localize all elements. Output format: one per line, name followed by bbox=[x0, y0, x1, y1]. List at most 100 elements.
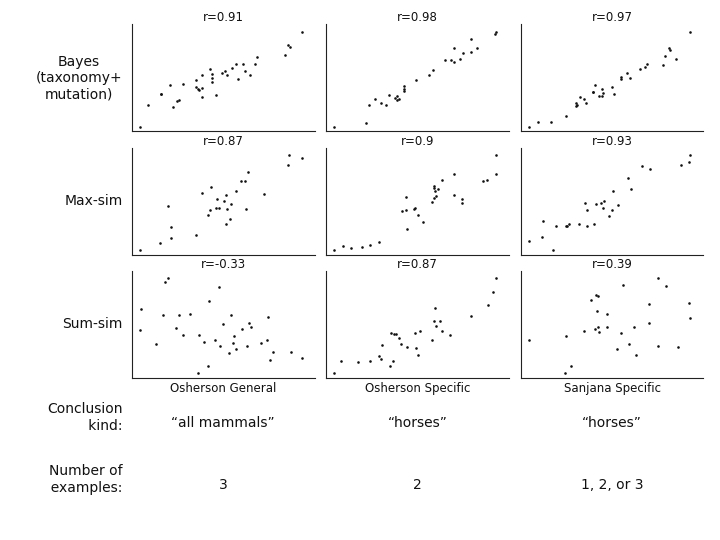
Point bbox=[644, 300, 655, 308]
Point bbox=[166, 222, 177, 231]
Point bbox=[615, 73, 626, 82]
Point bbox=[142, 101, 153, 110]
Point bbox=[190, 231, 202, 240]
Point bbox=[158, 311, 169, 320]
Point bbox=[239, 177, 251, 186]
Point bbox=[177, 79, 189, 88]
Point bbox=[241, 342, 253, 350]
Point bbox=[400, 206, 412, 215]
Point bbox=[563, 220, 575, 229]
Point bbox=[570, 102, 582, 111]
Point bbox=[283, 151, 294, 159]
Point bbox=[601, 322, 613, 331]
Point bbox=[590, 81, 601, 90]
Point bbox=[683, 157, 695, 166]
Point bbox=[198, 338, 210, 347]
Point bbox=[566, 362, 577, 370]
Point bbox=[578, 95, 590, 104]
Point bbox=[244, 70, 256, 79]
Point bbox=[155, 90, 166, 98]
Point bbox=[536, 233, 548, 242]
Text: Conclusion
      kind:: Conclusion kind: bbox=[47, 402, 122, 433]
Point bbox=[490, 151, 502, 159]
Point bbox=[454, 55, 466, 64]
Point bbox=[439, 56, 451, 64]
Point bbox=[220, 220, 231, 228]
Point bbox=[430, 192, 441, 200]
Point bbox=[410, 343, 422, 352]
Point bbox=[685, 151, 696, 159]
Point bbox=[337, 241, 348, 250]
Point bbox=[398, 85, 410, 94]
Point bbox=[240, 67, 251, 76]
Point bbox=[202, 211, 214, 219]
Point bbox=[227, 64, 238, 72]
Point bbox=[596, 92, 608, 100]
Point bbox=[560, 111, 572, 120]
Point bbox=[685, 28, 696, 36]
Point bbox=[156, 90, 167, 98]
Point bbox=[624, 74, 636, 83]
Point bbox=[345, 244, 356, 253]
Point bbox=[466, 312, 477, 321]
Point bbox=[588, 87, 599, 96]
Point bbox=[629, 322, 640, 331]
Point bbox=[592, 292, 603, 300]
Point bbox=[410, 76, 421, 85]
Point bbox=[393, 95, 405, 104]
Title: r=0.87: r=0.87 bbox=[203, 134, 243, 147]
Title: r=0.97: r=0.97 bbox=[592, 11, 632, 24]
Title: r=0.87: r=0.87 bbox=[397, 258, 438, 271]
Point bbox=[634, 64, 646, 73]
Point bbox=[490, 274, 502, 283]
Point bbox=[432, 184, 444, 193]
Point bbox=[261, 336, 273, 345]
Point bbox=[245, 322, 256, 331]
Point bbox=[164, 81, 176, 90]
Point bbox=[235, 176, 247, 185]
Point bbox=[191, 83, 202, 92]
Point bbox=[240, 205, 252, 213]
Point bbox=[410, 204, 421, 213]
Point bbox=[582, 222, 593, 231]
Point bbox=[215, 341, 226, 350]
Point bbox=[279, 51, 291, 59]
Point bbox=[364, 240, 376, 249]
Point bbox=[230, 60, 241, 69]
Point bbox=[456, 195, 467, 204]
Point bbox=[578, 327, 590, 335]
Point bbox=[559, 369, 571, 377]
Point bbox=[490, 28, 502, 36]
Point bbox=[430, 186, 441, 195]
Point bbox=[571, 101, 582, 110]
Point bbox=[228, 332, 240, 341]
Point bbox=[207, 78, 218, 86]
Point bbox=[580, 99, 592, 107]
X-axis label: Osherson Specific: Osherson Specific bbox=[365, 382, 470, 395]
Point bbox=[205, 183, 217, 191]
Title: r=0.91: r=0.91 bbox=[203, 11, 243, 24]
Point bbox=[588, 87, 599, 96]
Point bbox=[178, 331, 189, 340]
Point bbox=[471, 44, 482, 52]
Point bbox=[427, 65, 438, 74]
Point bbox=[296, 28, 307, 36]
Point bbox=[243, 319, 255, 327]
Point bbox=[606, 83, 617, 91]
Point bbox=[579, 199, 590, 207]
Point bbox=[436, 327, 448, 335]
Point bbox=[388, 330, 400, 339]
X-axis label: Sanjana Specific: Sanjana Specific bbox=[564, 382, 660, 395]
Point bbox=[665, 46, 676, 55]
Point bbox=[659, 52, 670, 60]
Point bbox=[456, 199, 468, 207]
Point bbox=[615, 329, 626, 338]
Point bbox=[135, 305, 147, 313]
Point bbox=[203, 297, 215, 306]
Point bbox=[591, 307, 603, 315]
Point bbox=[585, 295, 596, 304]
Point bbox=[238, 60, 249, 69]
Point bbox=[397, 86, 409, 95]
Point bbox=[561, 222, 572, 231]
Point bbox=[369, 94, 381, 103]
